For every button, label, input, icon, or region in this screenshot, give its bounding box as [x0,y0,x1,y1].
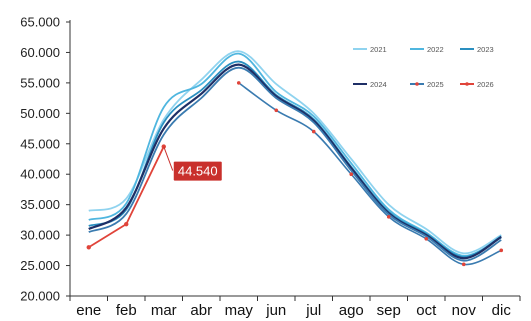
series-point-2025 [311,129,316,134]
legend-label-2023: 2023 [477,45,494,54]
legend: 2021 2022 2023 2024 2025 2026 [353,45,494,89]
y-tick-label: 55.000 [20,75,60,90]
x-tick-label: jul [305,302,321,319]
x-axis: ene feb mar abr may jun jul ago sep oct nov dic [69,295,521,319]
series-line-2025 [88,66,502,262]
x-tick-label: mar [151,302,177,319]
series-line-2024 [88,63,502,260]
series-points [86,81,504,267]
y-tick-label: 20.000 [20,289,60,304]
series-point-2025 [461,262,466,267]
y-tick-label: 45.000 [20,136,60,151]
series-line-2022 [88,52,502,257]
series-point-2026 [86,245,91,250]
x-tick-label: nov [452,302,477,319]
series-point-2025 [236,81,241,85]
y-tick-label: 25.000 [20,258,60,273]
y-tick-label: 40.000 [20,167,60,182]
series-line-2021 [88,50,502,255]
y-tick-label: 60.000 [20,45,60,60]
y-axis: 20.000 25.000 30.000 35.000 40.000 45.000 50.0… [20,15,71,304]
x-tick-label: sep [377,302,401,319]
x-tick-label: dic [492,302,512,319]
legend-label-2021: 2021 [370,45,387,54]
y-tick-label: 30.000 [20,228,60,243]
x-tick-label: may [225,302,254,319]
annotation-box [173,161,222,181]
x-tick-label: feb [116,302,137,319]
legend-marker-2025 [415,82,419,86]
annotation-leader [163,146,174,171]
series-line-2023 [88,60,502,258]
x-tick-label: jun [265,302,286,319]
series-line-2025-continuation [238,82,502,266]
x-tick-label: ene [76,302,101,319]
x-tick-label: ago [339,302,364,319]
annotation-label: 44.540 [178,164,218,179]
annotation: 44.540 [163,146,222,181]
series-point-2025 [499,248,504,253]
x-tick-label: oct [416,302,437,319]
y-tick-label: 50.000 [20,106,60,121]
series-point-2025 [349,172,354,177]
legend-label-2026: 2026 [477,80,494,89]
legend-label-2022: 2022 [427,45,444,54]
x-tick-label: abr [190,302,212,319]
legend-marker-2026 [465,82,469,86]
series-point-2025 [274,108,279,113]
legend-label-2024: 2024 [370,80,387,89]
series-point-2025 [424,236,429,241]
series-point-2026 [124,221,129,227]
y-tick-label: 65.000 [20,15,60,30]
series-point-2025 [386,215,391,219]
legend-label-2025: 2025 [427,80,444,89]
series-line-2026 [88,146,165,249]
y-tick-label: 35.000 [20,197,60,212]
